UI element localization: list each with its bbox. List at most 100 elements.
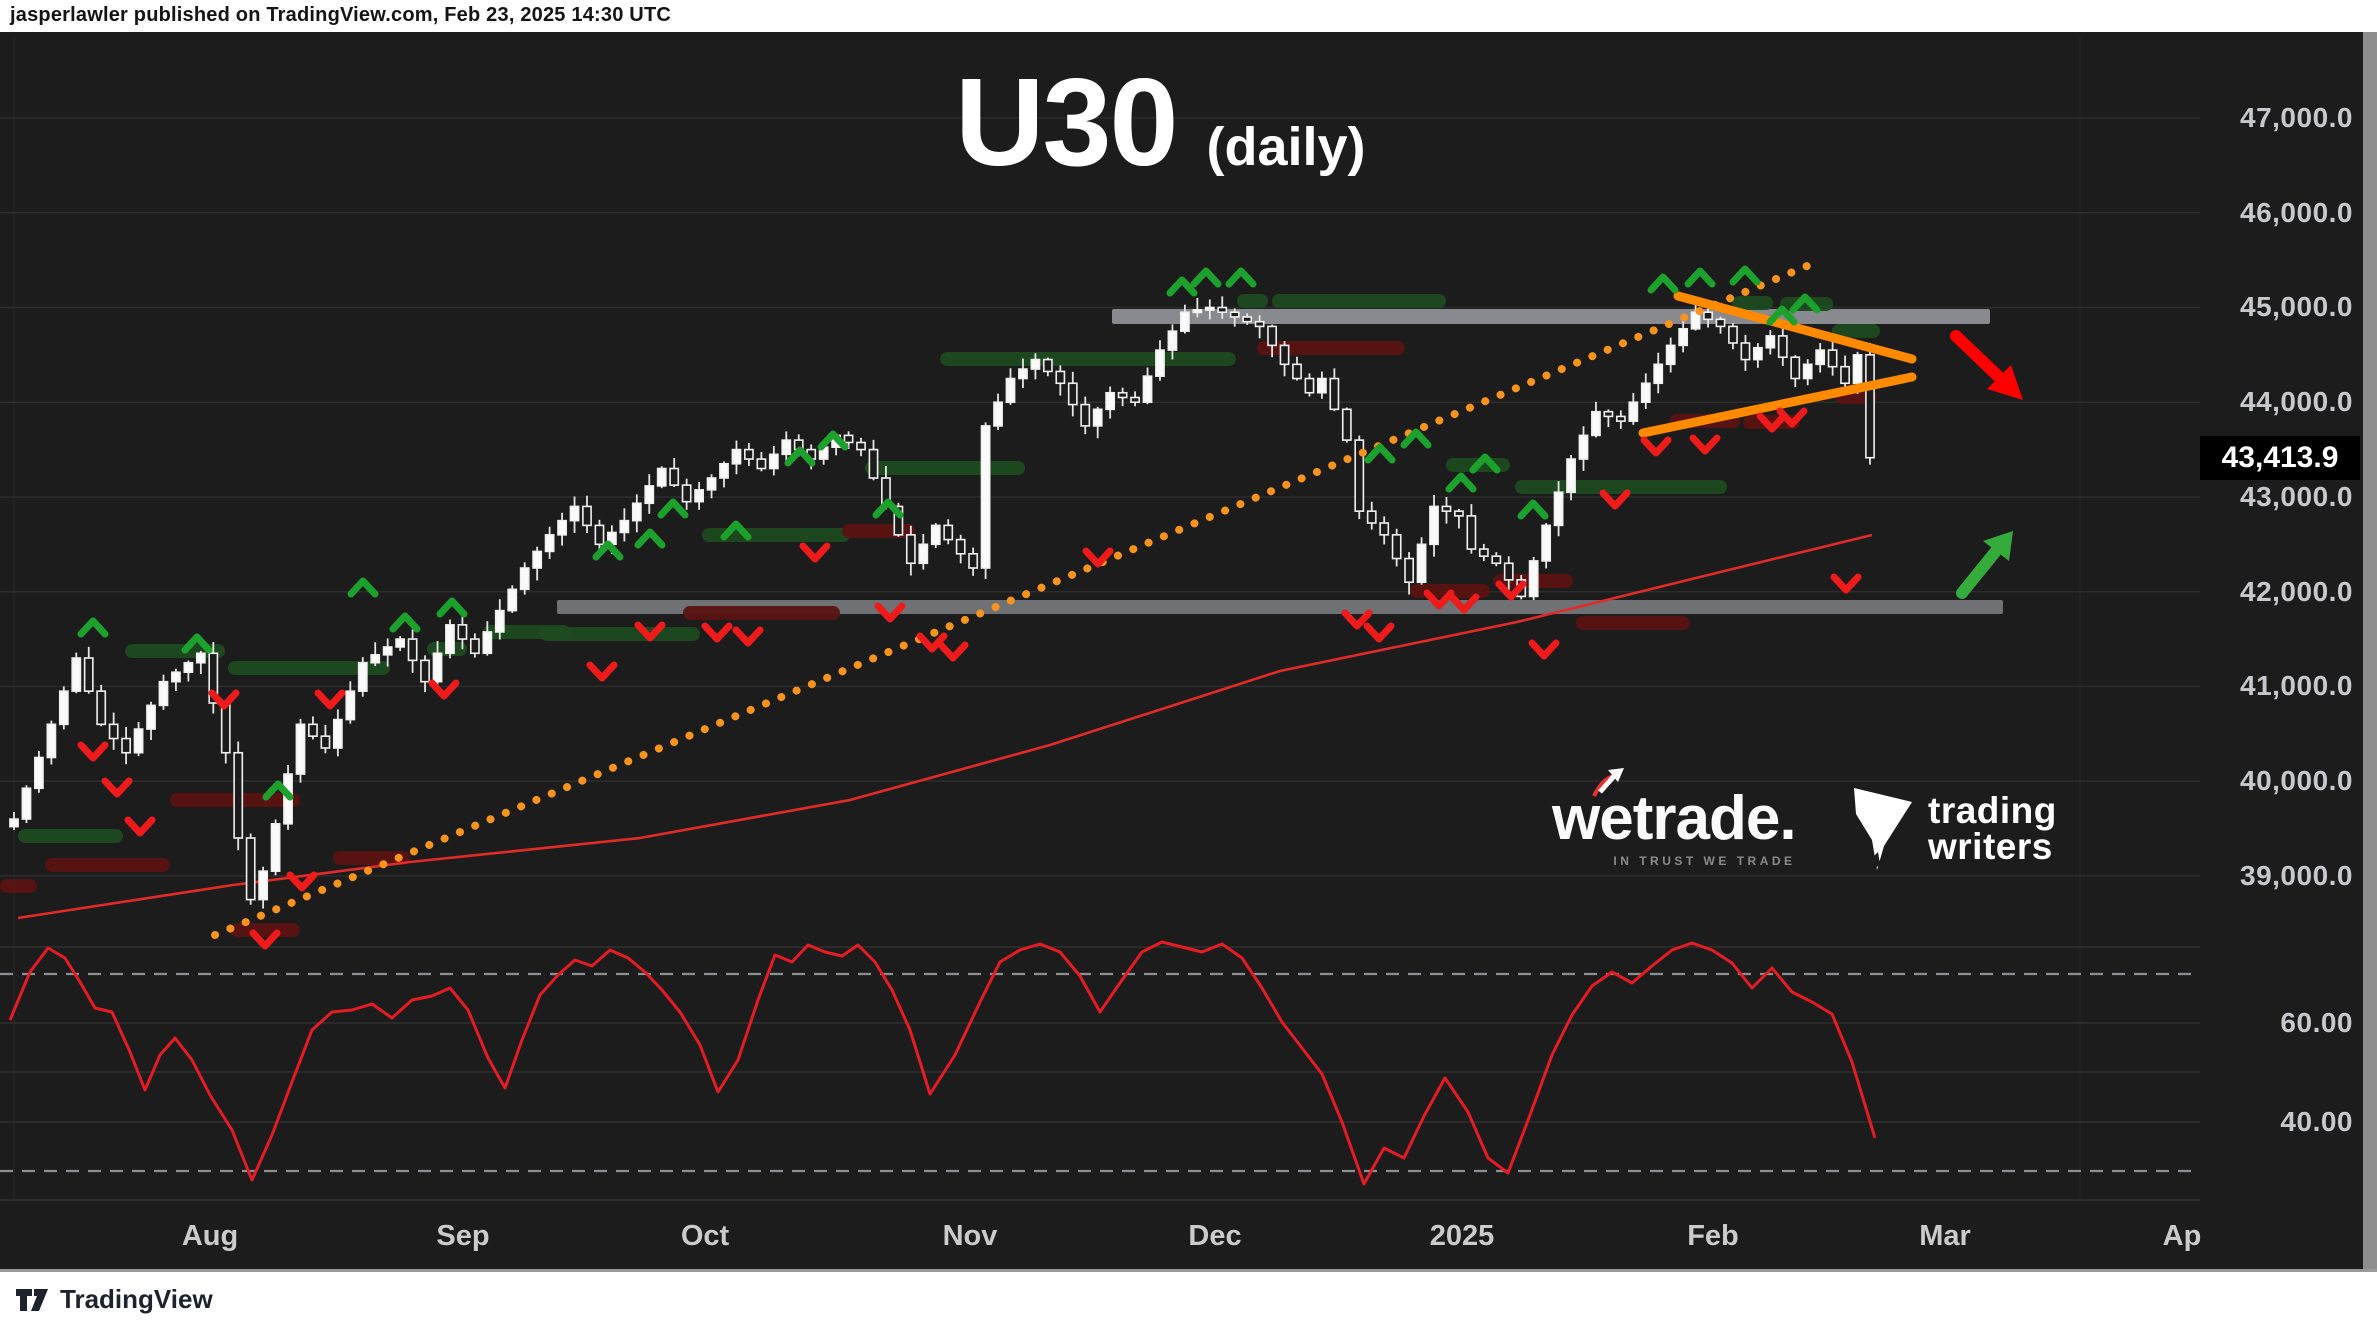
sell-signal-marker bbox=[586, 661, 618, 682]
candlestick-down bbox=[457, 624, 468, 640]
candlestick-up bbox=[1566, 458, 1576, 494]
candlestick-down bbox=[1130, 396, 1140, 404]
sell-signal-marker bbox=[77, 741, 109, 762]
candlestick-down bbox=[1478, 548, 1489, 557]
price-axis-label: 47,000.0 bbox=[2240, 102, 2353, 133]
chart-title: U30 (daily) bbox=[955, 52, 1366, 194]
candlestick-down bbox=[420, 659, 430, 683]
sell-signal-marker bbox=[1689, 434, 1721, 455]
buy-signal-marker bbox=[720, 520, 752, 541]
demand-zone bbox=[1237, 294, 1268, 308]
sell-signal-marker bbox=[286, 871, 318, 892]
buy-signal-marker bbox=[1729, 265, 1761, 286]
time-axis-label: Mar bbox=[1919, 1220, 1971, 1252]
candlestick-up bbox=[1765, 335, 1776, 349]
candlestick-down bbox=[1267, 325, 1277, 347]
candlestick-up bbox=[1665, 344, 1676, 366]
candlestick-down bbox=[308, 723, 318, 737]
candlestick-down bbox=[1865, 354, 1875, 459]
candlestick-down bbox=[233, 751, 244, 839]
candlestick-up bbox=[171, 671, 181, 683]
candlestick-up bbox=[1142, 375, 1153, 404]
candlestick-up bbox=[1030, 358, 1041, 370]
candlestick-down bbox=[220, 702, 231, 754]
time-axis-label: Nov bbox=[942, 1220, 998, 1252]
candlestick-up bbox=[930, 524, 941, 546]
sell-signal-marker bbox=[314, 689, 346, 710]
sell-signal-marker bbox=[1448, 593, 1480, 614]
candlestick-up bbox=[494, 609, 505, 633]
candlestick-down bbox=[1379, 522, 1390, 536]
buy-signal-marker bbox=[436, 597, 468, 618]
candlestick-up bbox=[183, 661, 194, 674]
rsi-axis-label: 60.00 bbox=[2280, 1007, 2353, 1038]
candlestick-up bbox=[482, 631, 493, 655]
sell-signal-marker bbox=[1423, 589, 1455, 610]
candlestick-down bbox=[1229, 311, 1240, 318]
candlestick-down bbox=[1391, 534, 1402, 560]
candlestick-up bbox=[532, 550, 543, 569]
sell-signal-marker bbox=[874, 602, 906, 623]
candlestick-down bbox=[469, 638, 480, 655]
tradingwriters-watermark: trading writers bbox=[1850, 786, 2057, 872]
sell-signal-marker bbox=[634, 621, 666, 642]
bearish-arrow bbox=[1950, 330, 2007, 385]
candlestick-up bbox=[1541, 524, 1552, 562]
wetrade-tagline: IN TRUST WE TRADE bbox=[1613, 854, 1796, 868]
candlestick-up bbox=[1416, 543, 1427, 584]
right-scrollbar[interactable] bbox=[2363, 32, 2377, 1269]
buy-signal-marker bbox=[817, 430, 849, 451]
sell-signal-marker bbox=[701, 622, 733, 643]
candlestick-up bbox=[71, 657, 82, 692]
candlestick-up bbox=[295, 723, 306, 775]
chart-canvas[interactable] bbox=[0, 32, 2377, 1272]
candlestick-down bbox=[1615, 415, 1626, 422]
wetrade-arrow-icon bbox=[1592, 768, 1624, 797]
candlestick-down bbox=[108, 723, 119, 740]
candlestick-down bbox=[756, 458, 767, 470]
moving-average-line bbox=[17, 533, 1873, 920]
candlestick-up bbox=[158, 680, 169, 707]
candlestick-down bbox=[955, 538, 966, 555]
demand-zone bbox=[1732, 296, 1773, 310]
candlestick-up bbox=[146, 704, 156, 730]
supply-zone bbox=[230, 923, 300, 937]
demand-zone bbox=[1272, 294, 1446, 308]
candlestick-up bbox=[1204, 306, 1215, 311]
buy-signal-marker bbox=[1684, 267, 1716, 288]
candlestick-up bbox=[1429, 505, 1439, 546]
tradingwriters-nib-icon bbox=[1854, 788, 1912, 870]
tradingview-brand-text[interactable]: TradingView bbox=[60, 1284, 213, 1314]
candlestick-up bbox=[345, 690, 356, 721]
candlestick-up bbox=[557, 519, 567, 536]
candlestick-down bbox=[245, 837, 256, 901]
candlestick-down bbox=[1080, 403, 1091, 427]
tradingview-logo-icon[interactable] bbox=[14, 1285, 50, 1315]
buy-signal-marker bbox=[389, 612, 421, 633]
candlestick-up bbox=[544, 534, 555, 553]
symbol-name: U30 bbox=[955, 54, 1178, 192]
candlestick-up bbox=[1553, 491, 1564, 527]
sell-signal-marker bbox=[1776, 407, 1808, 428]
candlestick-up bbox=[1167, 330, 1178, 351]
price-axis-label: 44,000.0 bbox=[2240, 386, 2353, 418]
buy-signal-marker bbox=[262, 780, 294, 801]
candlestick-up bbox=[781, 439, 792, 456]
buy-signal-marker bbox=[1647, 273, 1679, 294]
candlestick-down bbox=[1715, 318, 1726, 328]
candlestick-up bbox=[270, 822, 281, 872]
candlestick-up bbox=[694, 489, 704, 503]
candlestick-down bbox=[1840, 365, 1850, 385]
candlestick-down bbox=[1454, 510, 1464, 517]
sell-signal-marker bbox=[732, 626, 764, 647]
candlestick-up bbox=[719, 462, 729, 479]
candlestick-up bbox=[1653, 363, 1664, 385]
candlestick-up bbox=[133, 728, 144, 754]
candlestick-up bbox=[631, 502, 642, 522]
rsi-line bbox=[8, 940, 1877, 1186]
price-axis-label: 45,000.0 bbox=[2240, 291, 2353, 323]
candlestick-up bbox=[1628, 401, 1639, 422]
candlestick-down bbox=[1703, 311, 1713, 321]
sell-signal-marker bbox=[249, 929, 281, 950]
